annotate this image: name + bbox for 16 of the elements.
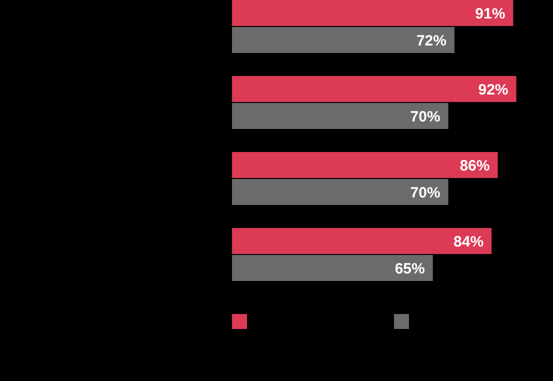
bar [232,103,448,129]
data-label: 65% [394,260,425,278]
data-label: 91% [475,5,506,22]
bar [232,152,498,178]
bar [232,255,433,281]
data-label: 92% [478,81,508,98]
data-label: 72% [416,32,446,50]
bar [232,76,516,102]
bar [232,0,514,26]
data-label: 84% [454,233,484,250]
data-label: 86% [460,157,490,174]
bar [232,179,448,205]
bar [232,228,492,254]
bar [232,27,454,53]
data-label: 70% [410,108,440,126]
data-label: 70% [410,184,440,202]
